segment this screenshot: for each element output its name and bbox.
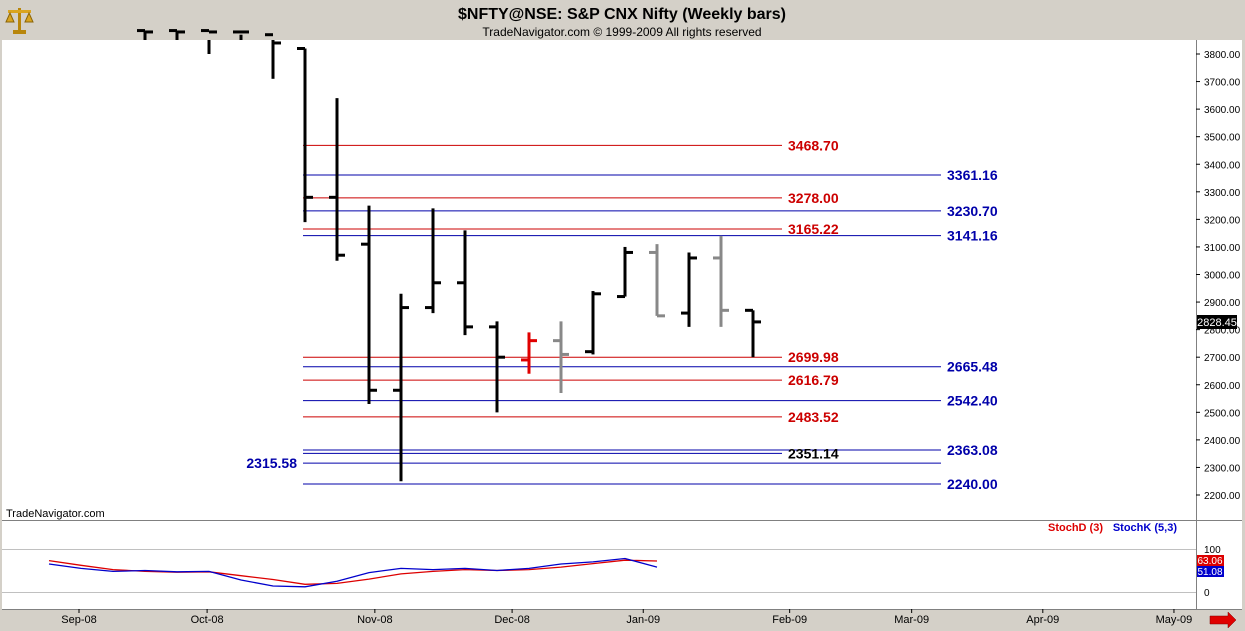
price-tick-label: 2200.00: [1204, 491, 1241, 502]
stoch-series-line: [48, 557, 658, 588]
date-tick-label: Feb-09: [772, 614, 807, 626]
logo: [5, 8, 34, 34]
price-tick-label: 2300.00: [1204, 463, 1241, 474]
date-tick-label: Jan-09: [626, 614, 660, 626]
level-label: 3278.00: [788, 190, 839, 206]
price-tick-label: 2500.00: [1204, 408, 1241, 419]
price-tick-label: 3000.00: [1204, 271, 1241, 282]
price-tick-label: 2600.00: [1204, 381, 1241, 392]
stochd-last-label: 63.06: [1197, 556, 1222, 567]
price-tick-label: 3800.00: [1204, 50, 1241, 61]
stoch-axis: 0 100: [1204, 545, 1221, 599]
date-axis: Sep-08 Oct-08 Nov-08 Dec-08 Jan-09 Feb-09 Mar-…: [61, 609, 1192, 626]
price-tick-label: 3300.00: [1204, 188, 1241, 199]
stoch-tick-label: 0: [1204, 588, 1210, 599]
last-price-box: [1197, 315, 1237, 329]
stoch-panel: [2, 521, 1196, 609]
date-tick-label: Apr-09: [1026, 614, 1059, 626]
ohlc-bars: [137, 29, 761, 482]
scales-icon: [5, 8, 34, 34]
legend-stochk: StochK (5,3): [1113, 522, 1178, 534]
level-label: 2363.08: [947, 442, 998, 458]
price-axis: 2200.00 2300.00 2400.00 2500.00 2600.00 2700.…: [1196, 50, 1241, 502]
date-tick-label: Oct-08: [191, 614, 224, 626]
chart-subtitle: TradeNavigator.com © 1999-2009 All right…: [482, 25, 761, 39]
price-tick-label: 3700.00: [1204, 78, 1241, 89]
level-label: 2240.00: [947, 476, 998, 492]
level-label: 3141.16: [947, 228, 998, 244]
level-label: 2483.52: [788, 409, 839, 425]
date-tick-label: Mar-09: [894, 614, 929, 626]
date-tick-label: May-09: [1156, 614, 1193, 626]
level-label: 2315.58: [246, 455, 297, 471]
price-tick-label: 2700.00: [1204, 353, 1241, 364]
level-label: 2665.48: [947, 359, 998, 375]
stochk-last-label: 51.08: [1197, 567, 1222, 578]
legend-stochd: StochD (3): [1048, 522, 1103, 534]
price-tick-label: 3200.00: [1204, 215, 1241, 226]
level-label: 3361.16: [947, 167, 998, 183]
stoch-tick-label: 100: [1204, 545, 1221, 556]
date-tick-label: Dec-08: [494, 614, 529, 626]
last-price-tag: 2828.45: [1197, 315, 1237, 329]
price-tick-label: 2800.00: [1204, 326, 1241, 337]
level-label: 2542.40: [947, 393, 998, 409]
level-label: 3468.70: [788, 137, 839, 153]
level-label: 2699.98: [788, 349, 839, 365]
watermark: TradeNavigator.com: [6, 508, 105, 520]
stoch-last-tags: 63.06 51.08: [1197, 555, 1224, 578]
price-tick-label: 3500.00: [1204, 133, 1241, 144]
level-label: 2351.14: [788, 445, 839, 461]
price-tick-label: 3100.00: [1204, 243, 1241, 254]
price-axis-panel: [1196, 40, 1242, 520]
stochk-last-box: [1197, 566, 1224, 577]
right-arrow-icon[interactable]: [1209, 611, 1237, 629]
date-tick-label: Nov-08: [357, 614, 392, 626]
price-tick-label: 3400.00: [1204, 160, 1241, 171]
stoch-series-line: [48, 559, 658, 585]
support-resistance-levels: 3468.70 3361.16 3278.00 3230.70 3165.22 3141.…: [246, 137, 997, 492]
level-label: 3165.22: [788, 221, 839, 237]
stochd-last-box: [1197, 555, 1224, 566]
level-label: 2616.79: [788, 372, 839, 388]
level-label: 3230.70: [947, 203, 998, 219]
price-tick-label: 3600.00: [1204, 105, 1241, 116]
stoch-lines: [48, 557, 658, 588]
price-tick-label: 2900.00: [1204, 298, 1241, 309]
last-price-label: 2828.45: [1197, 317, 1237, 329]
chart-title: $NFTY@NSE: S&P CNX Nifty (Weekly bars): [458, 6, 786, 23]
price-panel: [2, 40, 1196, 520]
date-tick-label: Sep-08: [61, 614, 96, 626]
price-tick-label: 2400.00: [1204, 436, 1241, 447]
